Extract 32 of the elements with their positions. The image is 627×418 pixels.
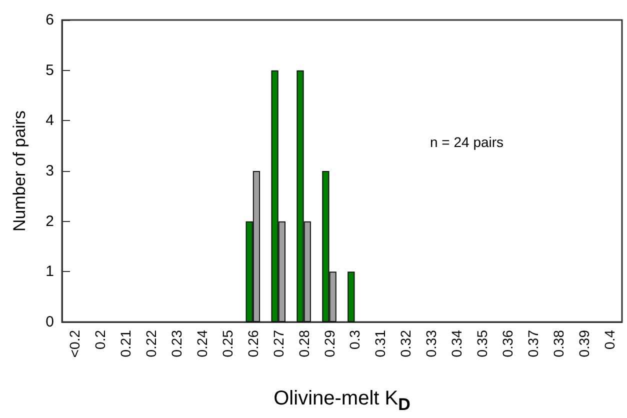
x-tick-label: 0.39 [576, 330, 592, 358]
x-tick-label: 0.4 [601, 330, 618, 350]
x-tick-label: 0.22 [143, 330, 160, 358]
y-tick-label: 2 [46, 212, 54, 230]
y-tick-label: 1 [46, 263, 54, 280]
x-tick-label: 0.29 [321, 330, 338, 358]
x-tick-label: 0.31 [372, 330, 388, 358]
x-tick-label: 0.27 [270, 330, 286, 358]
x-tick-label: 0.35 [474, 330, 490, 358]
annotation: n = 24 pairs [430, 134, 504, 150]
x-tick-label: 0.38 [550, 330, 566, 358]
y-tick-label: 6 [46, 12, 54, 28]
y-tick-label: 0 [46, 314, 54, 330]
x-tick-label: 0.2 [92, 330, 108, 350]
bar [348, 272, 355, 322]
x-tick-label: <0.2 [66, 330, 83, 358]
x-tick-label: 0.23 [168, 330, 185, 358]
y-tick-label: 4 [46, 112, 54, 130]
x-tick-label: 0.25 [219, 330, 236, 358]
x-tick-label: 0.34 [448, 330, 465, 358]
x-tick-label: 0.26 [244, 330, 261, 358]
x-tick-label: 0.28 [296, 330, 312, 358]
y-axis-title: Number of pairs [10, 110, 29, 232]
x-tick-label: 0.33 [423, 330, 440, 358]
x-tick-label: 0.3 [346, 330, 363, 350]
x-tick-label: 0.37 [524, 330, 541, 358]
x-tick-label: 0.21 [118, 330, 134, 358]
y-tick-label: 5 [46, 62, 54, 79]
x-tick-label: 0.36 [499, 330, 516, 358]
x-tick-label: 0.24 [194, 330, 210, 358]
x-tick-label: 0.32 [398, 330, 414, 358]
y-tick-label: 3 [46, 162, 54, 180]
